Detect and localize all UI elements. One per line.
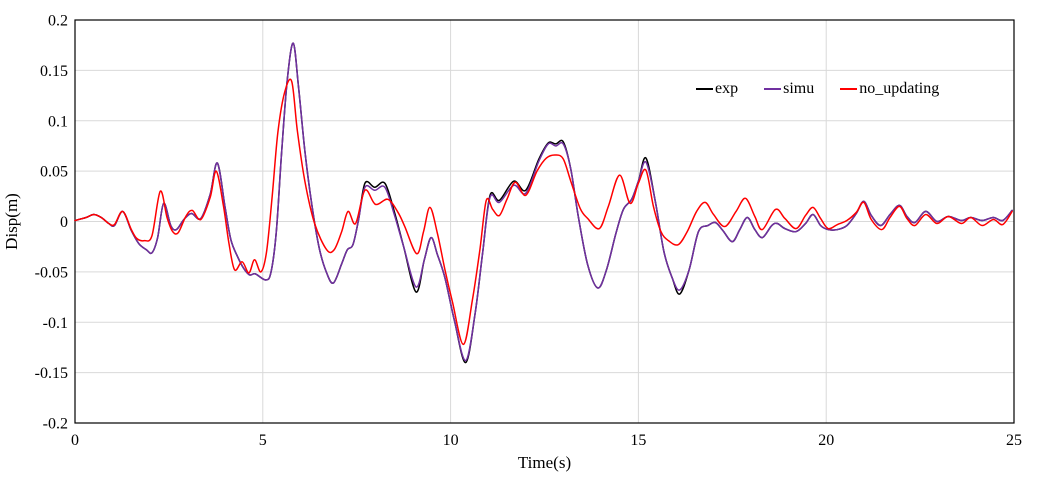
y-tick-label: 0 (60, 214, 68, 231)
y-tick-label: 0.05 (40, 164, 68, 181)
legend-line-icon (840, 88, 858, 90)
x-tick-label: 25 (1006, 432, 1022, 449)
legend-line-icon (696, 88, 713, 90)
legend-line-icon (764, 88, 782, 90)
y-tick-label: 0.1 (48, 113, 68, 130)
x-axis-tick-labels: 0 5 10 15 20 25 (71, 432, 1022, 449)
x-tick-label: 20 (818, 432, 834, 449)
legend-label: no_updating (859, 80, 940, 97)
x-axis-title: Time(s) (518, 453, 571, 472)
legend-item-no_updating: no_updating (840, 81, 939, 97)
legend-label: exp (715, 80, 739, 97)
x-tick-label: 10 (443, 432, 459, 449)
y-axis-tick-labels: 0.2 0.15 0.1 0.05 0 -0.05 -0.1 -0.15 -0.2 (35, 13, 68, 433)
x-tick-label: 5 (259, 432, 267, 449)
series-line-simu (74, 42, 1013, 362)
y-tick-label: -0.1 (43, 315, 68, 332)
series-lines (74, 42, 1013, 364)
y-axis-title: Disp(m) (2, 193, 21, 250)
x-tick-label: 0 (71, 432, 79, 449)
legend-item-exp: exp (696, 81, 738, 97)
legend-label: simu (783, 80, 815, 97)
y-tick-label: -0.05 (35, 264, 68, 281)
legend: exp simu no_updating (696, 81, 939, 97)
legend-item-simu: simu (764, 81, 814, 97)
y-tick-label: -0.2 (43, 416, 68, 433)
series-line-no_updating (74, 78, 1013, 346)
y-tick-label: 0.2 (48, 13, 68, 30)
gridlines (75, 20, 1014, 423)
y-tick-label: -0.15 (35, 365, 68, 382)
plot-border (74, 19, 1015, 424)
x-tick-label: 15 (630, 432, 646, 449)
y-tick-label: 0.15 (40, 63, 68, 80)
